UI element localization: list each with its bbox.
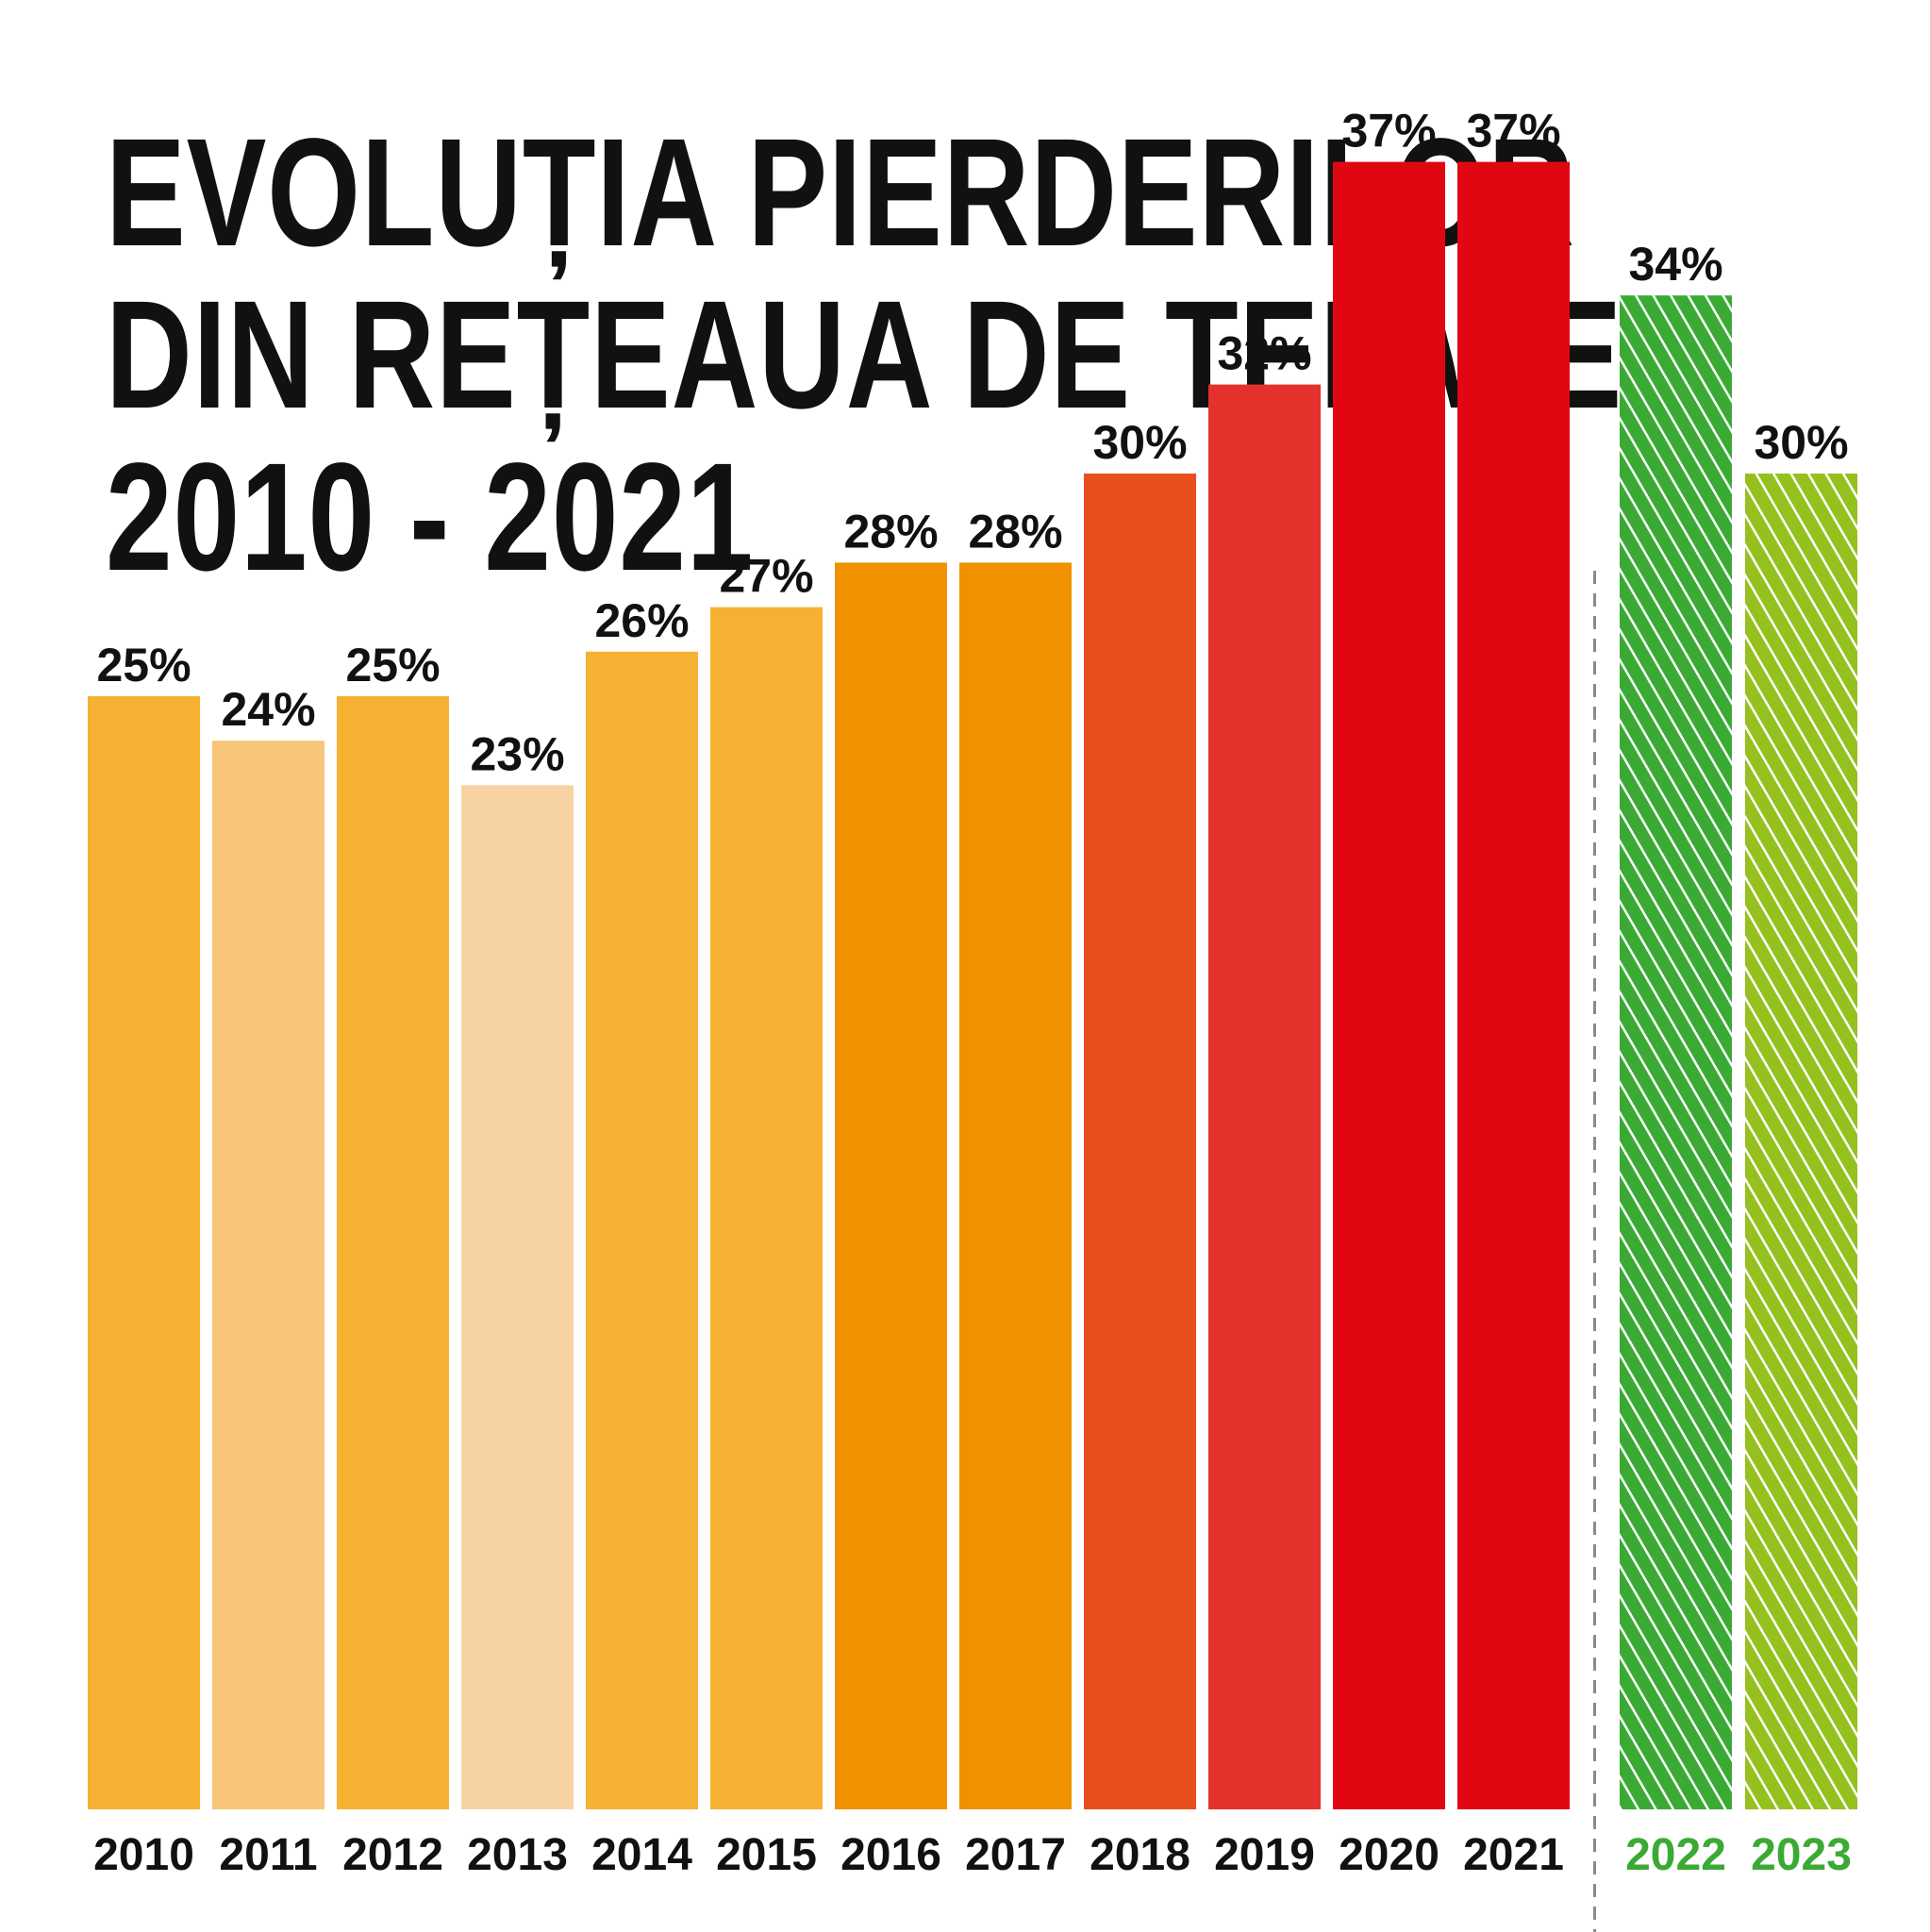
year-label-2022: 2022 — [1625, 1830, 1726, 1880]
value-label-2017: 28% — [968, 505, 1062, 558]
value-label-2019: 32% — [1217, 327, 1311, 380]
bar-hatch-2022 — [1620, 295, 1732, 1810]
value-label-2013: 23% — [470, 727, 564, 780]
bar-hatch-2023 — [1745, 474, 1857, 1809]
value-label-2011: 24% — [221, 683, 315, 736]
bar-2020 — [1333, 161, 1445, 1810]
bar-2021 — [1457, 161, 1570, 1810]
year-label-2012: 2012 — [342, 1830, 443, 1880]
value-label-2015: 27% — [719, 550, 813, 603]
bar-2016 — [835, 562, 947, 1809]
year-label-2017: 2017 — [965, 1830, 1066, 1880]
year-label-2016: 2016 — [840, 1830, 941, 1880]
bar-2015 — [710, 607, 823, 1809]
year-label-2019: 2019 — [1214, 1830, 1315, 1880]
value-label-2016: 28% — [843, 505, 938, 558]
bar-2018 — [1084, 474, 1196, 1809]
bar-2012 — [337, 696, 449, 1809]
year-label-2018: 2018 — [1090, 1830, 1190, 1880]
year-label-2010: 2010 — [93, 1830, 194, 1880]
value-label-2012: 25% — [345, 639, 440, 691]
year-label-2011: 2011 — [219, 1830, 317, 1880]
value-label-2014: 26% — [594, 594, 689, 647]
year-label-2023: 2023 — [1751, 1830, 1852, 1880]
year-label-2015: 2015 — [716, 1830, 817, 1880]
value-label-2018: 30% — [1092, 416, 1187, 469]
year-label-2020: 2020 — [1339, 1830, 1439, 1880]
title-line-1: EVOLUȚIA PIERDERILOR — [106, 106, 1575, 278]
year-label-2013: 2013 — [467, 1830, 568, 1880]
labels-group: 25%201024%201125%201223%201326%201427%20… — [93, 105, 1852, 1880]
value-label-2021: 37% — [1466, 105, 1560, 158]
value-label-2020: 37% — [1341, 105, 1436, 158]
bar-2017 — [959, 562, 1072, 1809]
value-label-2010: 25% — [96, 639, 191, 691]
bar-2019 — [1208, 384, 1321, 1810]
value-label-2023: 30% — [1754, 416, 1848, 469]
title-line-3: 2010 - 2021 — [106, 430, 755, 603]
bar-2014 — [586, 651, 698, 1809]
bar-2010 — [88, 696, 200, 1809]
bar-2013 — [461, 785, 574, 1809]
bars-group — [88, 161, 1857, 1810]
bar-2011 — [212, 741, 324, 1810]
year-label-2021: 2021 — [1463, 1830, 1564, 1880]
year-label-2014: 2014 — [591, 1830, 692, 1880]
value-label-2022: 34% — [1628, 238, 1722, 291]
